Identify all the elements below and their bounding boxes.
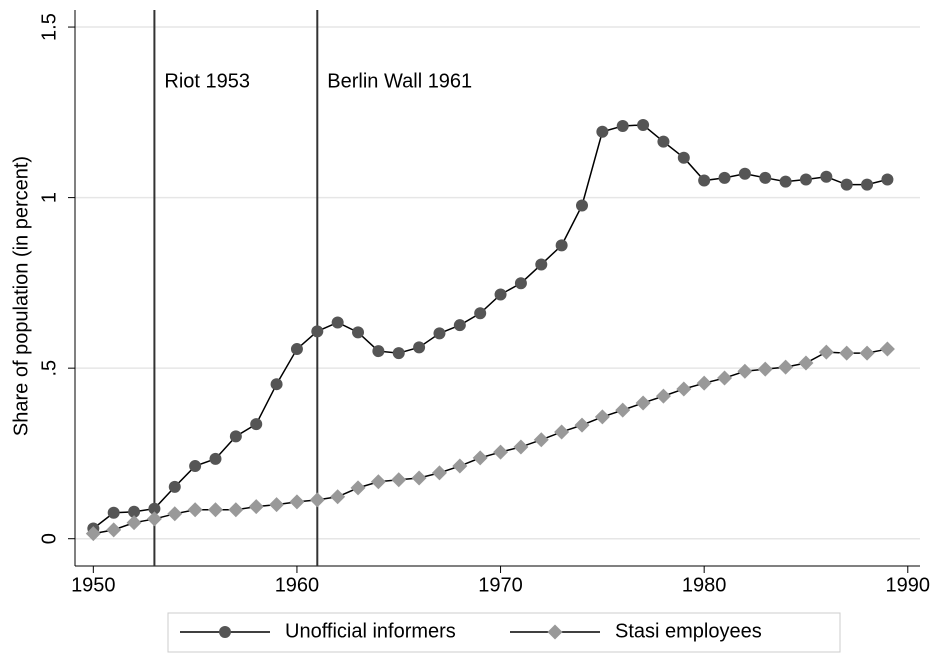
data-point — [696, 375, 712, 391]
data-point — [554, 424, 570, 440]
data-point — [289, 494, 305, 510]
data-point — [331, 316, 344, 329]
series-line — [93, 348, 888, 535]
data-point — [717, 370, 733, 386]
data-point — [820, 170, 833, 183]
legend-marker — [547, 624, 563, 640]
data-point — [840, 178, 853, 191]
data-point — [370, 474, 386, 490]
x-tick-label: 1950 — [71, 574, 116, 596]
y-tick-label: 0 — [38, 533, 60, 544]
data-point — [493, 444, 509, 460]
y-tick-label: 1.5 — [38, 13, 60, 41]
y-axis-label: Share of population (in percent) — [10, 156, 32, 436]
data-point — [737, 363, 753, 379]
data-point — [494, 288, 507, 301]
data-point — [513, 439, 529, 455]
data-point — [615, 402, 631, 418]
data-point — [167, 506, 183, 522]
data-point — [474, 307, 487, 320]
data-point — [168, 480, 181, 493]
data-point — [452, 458, 468, 474]
event-label: Berlin Wall 1961 — [327, 70, 472, 92]
data-point — [411, 470, 427, 486]
data-point — [372, 345, 385, 358]
data-point — [250, 418, 263, 431]
data-point — [352, 326, 365, 339]
event-label: Riot 1953 — [164, 70, 250, 92]
data-point — [207, 502, 223, 518]
data-point — [616, 119, 629, 132]
data-point — [392, 347, 405, 360]
data-point — [270, 378, 283, 391]
data-point — [431, 465, 447, 481]
data-point — [839, 345, 855, 361]
data-point — [189, 460, 202, 473]
x-tick-label: 1990 — [886, 574, 931, 596]
data-point — [759, 171, 772, 184]
data-point — [209, 452, 222, 465]
data-point — [779, 175, 792, 188]
data-point — [269, 497, 285, 513]
data-point — [514, 277, 527, 290]
legend-box — [167, 612, 841, 653]
data-point — [818, 344, 834, 360]
data-point — [146, 511, 162, 527]
data-point — [881, 173, 894, 186]
data-point — [698, 174, 711, 187]
data-point — [106, 522, 122, 538]
y-tick-label: .5 — [38, 360, 60, 377]
data-point — [148, 502, 161, 515]
data-point — [187, 502, 203, 518]
data-point — [128, 505, 141, 518]
data-point — [798, 355, 814, 371]
data-point — [799, 173, 812, 186]
data-point — [453, 319, 466, 332]
data-point — [757, 361, 773, 377]
data-point — [433, 327, 446, 340]
legend-marker — [219, 626, 231, 638]
data-point — [248, 499, 264, 515]
data-point — [311, 325, 324, 338]
data-point — [574, 417, 590, 433]
legend-label: Unofficial informers — [285, 620, 456, 642]
data-point — [576, 199, 588, 212]
x-tick-label: 1970 — [478, 574, 523, 596]
y-tick-label: 1 — [38, 192, 60, 203]
data-point — [718, 171, 731, 184]
data-point — [879, 341, 895, 357]
data-point — [533, 432, 549, 448]
data-point — [126, 515, 142, 531]
data-point — [657, 135, 670, 148]
data-point — [861, 178, 874, 191]
data-point — [596, 125, 609, 138]
series-line — [92, 124, 888, 530]
x-tick-label: 1960 — [275, 574, 320, 596]
data-point — [676, 381, 692, 397]
data-point — [228, 502, 244, 518]
data-point — [290, 343, 303, 356]
data-point — [85, 526, 101, 542]
data-point — [413, 341, 426, 354]
data-point — [677, 151, 690, 164]
data-point — [391, 472, 407, 488]
data-point — [472, 450, 488, 466]
data-point — [859, 345, 875, 361]
legend-label: Stasi employees — [615, 620, 762, 642]
data-point — [229, 430, 242, 443]
data-point — [778, 359, 794, 375]
data-point — [555, 239, 568, 252]
data-point — [594, 409, 610, 425]
data-point — [635, 395, 651, 411]
data-point — [655, 388, 671, 404]
data-point — [350, 480, 366, 496]
data-point — [535, 258, 548, 271]
data-point — [637, 118, 650, 131]
data-point — [309, 492, 325, 508]
data-point — [330, 489, 346, 505]
data-point — [107, 506, 120, 519]
x-tick-label: 1980 — [682, 574, 727, 596]
data-point — [738, 167, 751, 180]
